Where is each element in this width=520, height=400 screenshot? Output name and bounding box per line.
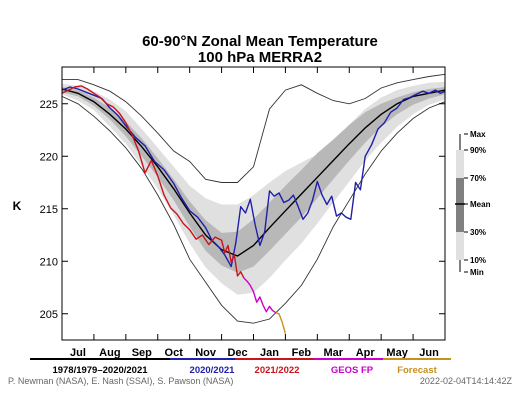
x-tick-label-0: Jul: [70, 347, 86, 359]
mean-line: [61, 88, 446, 257]
band-legend: Max 90% 70% Mean 30% 10% Min: [455, 130, 491, 277]
x-tick-label-4: Nov: [195, 347, 217, 359]
x-tick-label-10: May: [386, 347, 408, 359]
legend-label-6: Min: [470, 268, 484, 277]
series-line-0: [61, 86, 446, 268]
min-line: [61, 95, 446, 324]
legend-label-3: Mean: [470, 200, 491, 209]
band-30-70: [62, 87, 445, 273]
legend-label-4: 30%: [470, 228, 486, 237]
line-legend: 1978/1979–2020/2021 2020/2021 2021/2022 GEO…: [30, 358, 451, 376]
y-axis: 205 210 215 220 225: [40, 99, 445, 321]
legend-entry-1: 2020/2021: [190, 365, 236, 376]
timestamp: 2022-02-04T14:14:42Z: [420, 376, 513, 386]
y-tick-label-2: 215: [40, 204, 58, 216]
x-tick-label-9: Apr: [356, 347, 376, 359]
x-tick-label-3: Oct: [165, 347, 184, 359]
x-tick-label-5: Dec: [227, 347, 247, 359]
chart-subtitle: 100 hPa MERRA2: [198, 49, 322, 66]
x-axis: Jul Aug Sep Oct Nov Dec Jan Feb Mar Apr May Jun: [61, 67, 446, 359]
x-tick-label-7: Feb: [292, 347, 312, 359]
y-tick-label-3: 220: [40, 151, 58, 163]
series-line-1: [61, 85, 245, 279]
x-tick-label-11: Jun: [419, 347, 439, 359]
climatology-bands: [62, 81, 445, 295]
y-tick-label-4: 225: [40, 99, 58, 111]
x-tick-label-8: Mar: [324, 347, 344, 359]
legend-label-2: 70%: [470, 174, 486, 183]
legend-entry-2: 2021/2022: [255, 365, 300, 376]
chart-title: 60-90°N Zonal Mean Temperature: [142, 33, 378, 50]
legend-band-inner: [456, 178, 464, 232]
legend-label-1: 90%: [470, 146, 486, 155]
series-lines: [61, 73, 446, 334]
y-tick-label-1: 210: [40, 256, 58, 268]
y-axis-label: K: [13, 199, 22, 213]
legend-label-5: 10%: [470, 256, 486, 265]
legend-entry-4: Forecast: [397, 365, 437, 376]
legend-label-0: Max: [470, 130, 486, 139]
max-line: [62, 73, 446, 183]
credits: P. Newman (NASA), E. Nash (SSAI), S. Paw…: [8, 376, 233, 386]
x-tick-label-1: Aug: [99, 347, 120, 359]
legend-entry-3: GEOS FP: [331, 365, 374, 376]
x-tick-label-2: Sep: [132, 347, 152, 359]
legend-entry-0: 1978/1979–2020/2021: [52, 365, 148, 376]
series-line-2: [243, 277, 277, 314]
series-line-3: [275, 312, 287, 334]
y-tick-label-0: 205: [40, 309, 58, 321]
x-tick-label-6: Jan: [260, 347, 279, 359]
